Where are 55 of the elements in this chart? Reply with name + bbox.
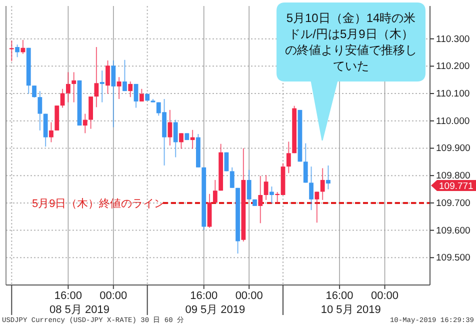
candlestick [286, 141, 291, 174]
candlestick [82, 113, 88, 134]
text: 09 5月 2019 [185, 304, 246, 316]
candlestick [128, 80, 133, 98]
candlestick [309, 166, 314, 211]
y-tick-label: 109.600 [436, 225, 470, 236]
y-tick-label: 110.000 [436, 116, 470, 127]
candlestick [111, 60, 116, 128]
candlestick [320, 168, 325, 200]
candlestick [100, 70, 104, 103]
candlestick [43, 113, 48, 148]
y-tick-label: 110.200 [436, 61, 470, 72]
y-tick-label: 110.300 [436, 34, 470, 45]
x-tick-label: 16:00 [54, 290, 82, 302]
candlestick [32, 85, 36, 98]
candlestick [212, 179, 218, 203]
candlestick [88, 96, 93, 130]
candlestick [258, 175, 263, 224]
annotation: 5月10日（金）14時の米ドル/円は5月9日（木）の終値より安値で推移していた [285, 11, 417, 73]
text: 109.771 [439, 180, 474, 192]
candlestick [122, 59, 127, 92]
candlestick [49, 122, 54, 143]
candlestick [168, 109, 172, 146]
y-tick-label: 110.100 [436, 88, 470, 100]
y-tick-label: 109.500 [436, 252, 470, 264]
candlestick [9, 40, 14, 62]
candlestick [66, 72, 70, 103]
candlestick [116, 76, 122, 100]
candlestick [139, 88, 144, 102]
candlestick [15, 44, 20, 58]
candlestick [270, 186, 274, 204]
candlestick [303, 142, 308, 184]
candlestick [134, 83, 138, 108]
x-tick-label: 00:00 [371, 290, 399, 302]
x-tick-label: 16:00 [326, 290, 354, 302]
y-tick-label: 109.800 [436, 170, 470, 182]
text: 08 5月 2019 [50, 304, 110, 316]
candlestick [264, 174, 268, 200]
candlestick [72, 72, 76, 103]
text: 10 5月 2019 [320, 304, 381, 316]
candlestick [314, 191, 320, 224]
candlestick [190, 129, 195, 150]
candlestick [94, 46, 99, 108]
x-tick-label: 00:00 [235, 290, 263, 302]
x-tick-label: 00:00 [100, 290, 128, 302]
y-tick-label: 109.700 [436, 198, 470, 209]
candlestick [230, 166, 234, 188]
candlestick [326, 164, 330, 190]
candlestick [106, 60, 110, 94]
candlestick [38, 90, 42, 131]
y-tick-label: 109.900 [436, 143, 470, 154]
x-tick-label: 16:00 [190, 290, 218, 302]
candlestick [179, 132, 184, 150]
candlestick [173, 119, 178, 158]
candlestick [246, 169, 252, 200]
